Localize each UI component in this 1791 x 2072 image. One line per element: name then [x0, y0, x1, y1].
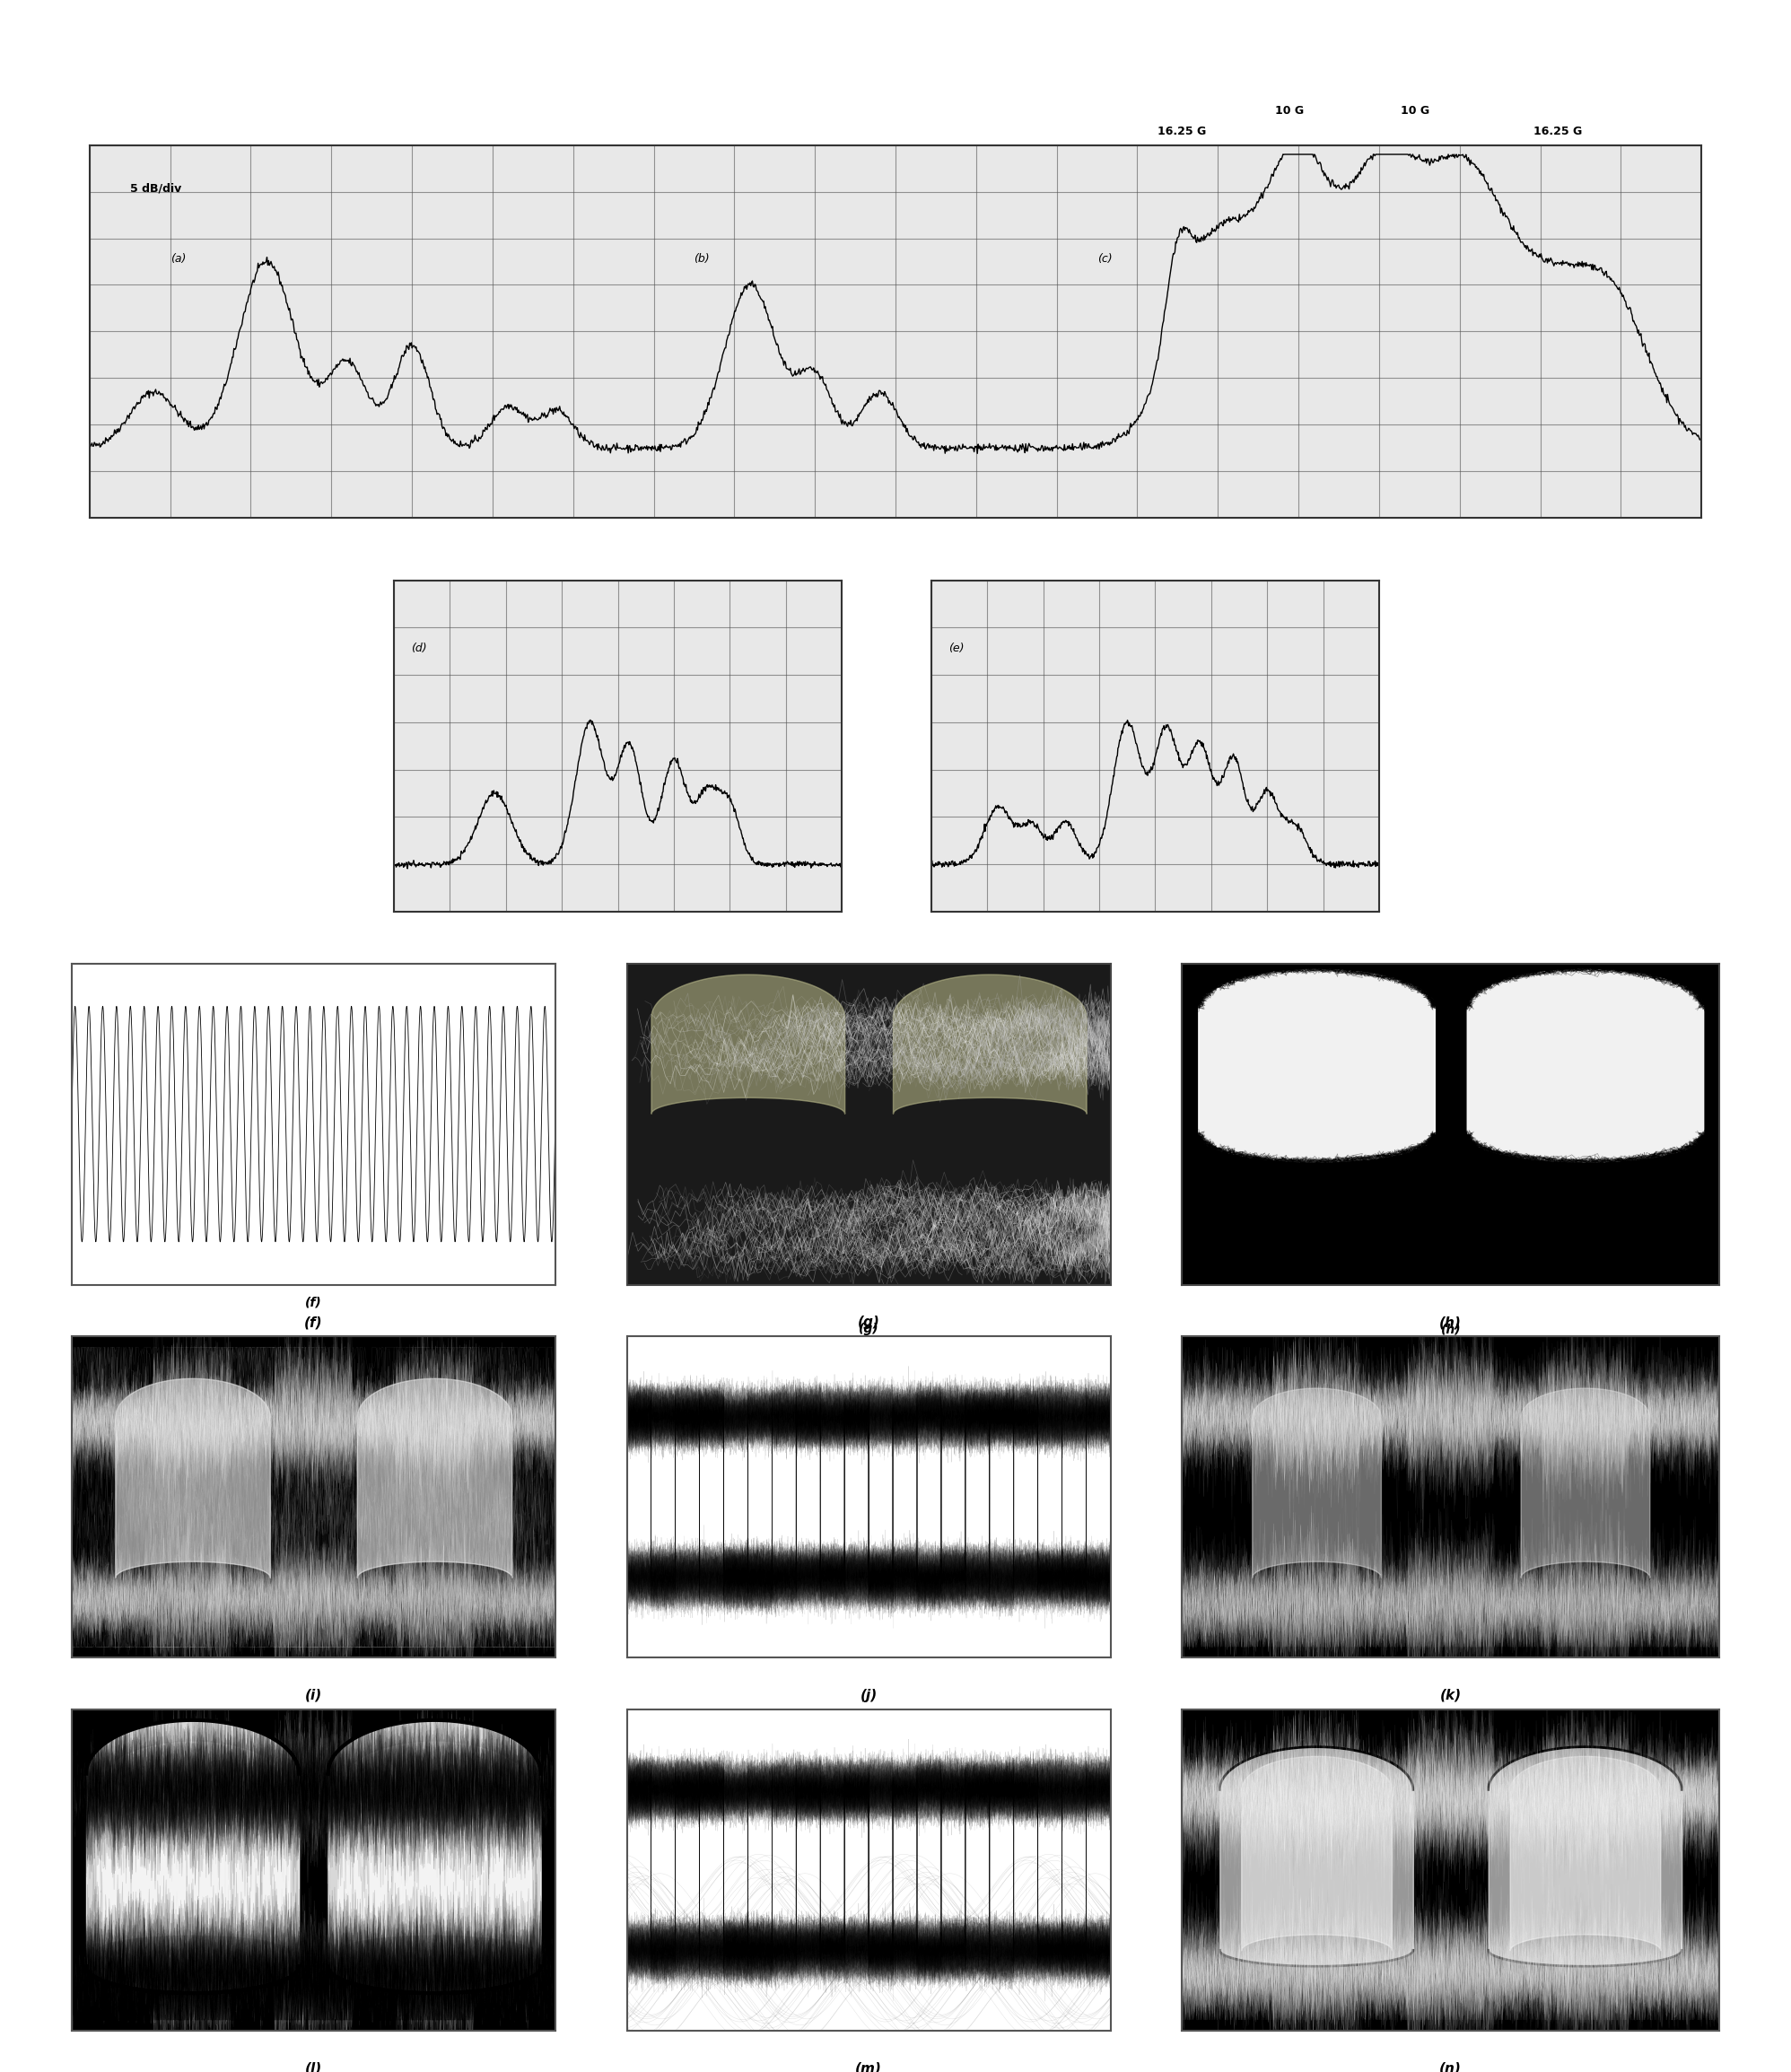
Text: (b): (b)	[695, 253, 709, 265]
Text: 10 G: 10 G	[1401, 106, 1429, 116]
Text: (g): (g)	[858, 1316, 879, 1328]
Text: (h): (h)	[1440, 1316, 1461, 1328]
Text: 10 G: 10 G	[1275, 106, 1304, 116]
Text: (g): (g)	[858, 1322, 879, 1336]
Text: (j): (j)	[860, 1689, 878, 1701]
Text: (e): (e)	[947, 642, 964, 655]
Text: (c): (c)	[1096, 253, 1112, 265]
Text: (n): (n)	[1440, 2062, 1461, 2072]
Text: (l): (l)	[304, 2062, 322, 2072]
Text: (h): (h)	[1440, 1322, 1461, 1336]
Text: (d): (d)	[410, 642, 426, 655]
Text: (a): (a)	[170, 253, 186, 265]
Text: 5 dB/div: 5 dB/div	[129, 182, 181, 195]
Text: 16.25 G: 16.25 G	[1533, 126, 1583, 137]
Text: (i): (i)	[304, 1689, 322, 1701]
Text: (f): (f)	[304, 1316, 322, 1328]
Text: (k): (k)	[1440, 1689, 1461, 1701]
Text: (f): (f)	[304, 1297, 322, 1310]
Text: (m): (m)	[856, 2062, 881, 2072]
Text: 16.25 G: 16.25 G	[1157, 126, 1207, 137]
